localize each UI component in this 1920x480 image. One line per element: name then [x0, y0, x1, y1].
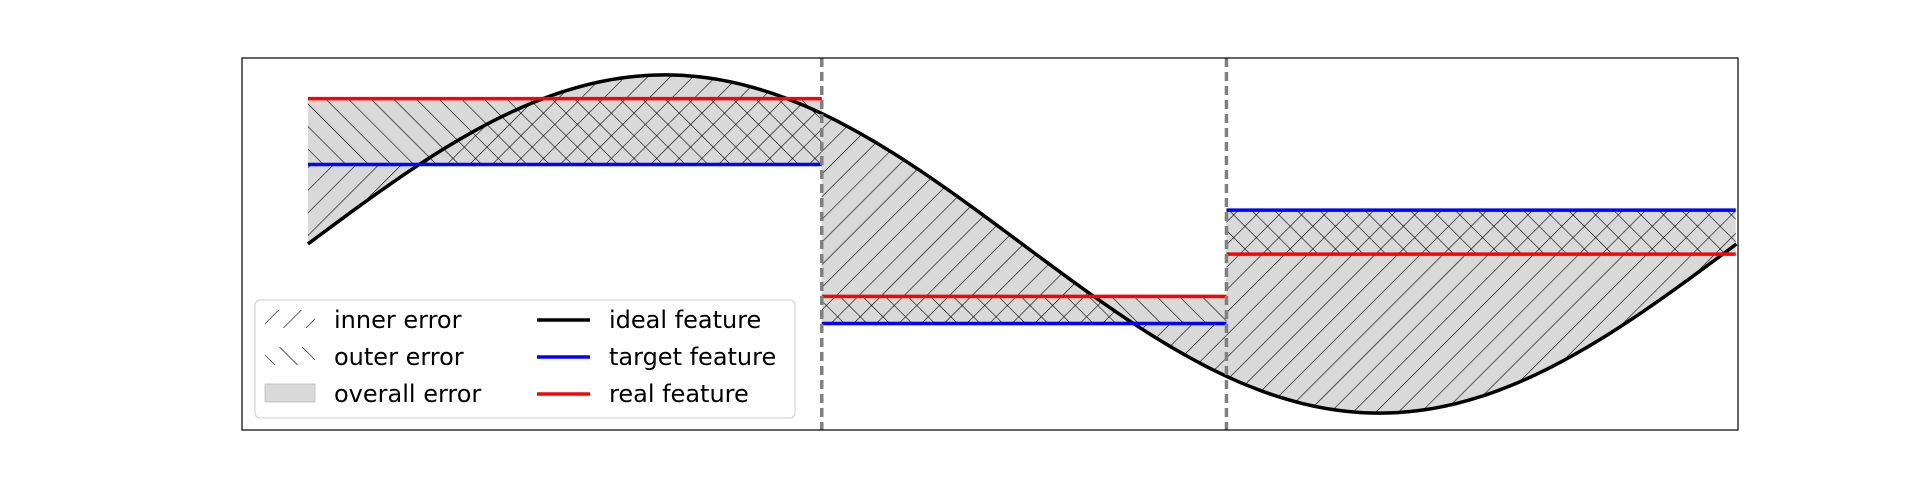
outer-error-swatch [265, 347, 315, 365]
legend-label-overall-error: overall error [334, 380, 481, 408]
error-fills [307, 74, 1736, 414]
inner-error-region [1226, 210, 1736, 414]
outer-error-region [307, 98, 822, 165]
outer-error-region [821, 296, 1227, 324]
feature-lines [306, 73, 1738, 415]
overall-error-swatch [264, 383, 316, 403]
segment-boundaries [820, 58, 1229, 430]
legend-label-inner-error: inner error [334, 306, 462, 334]
legend: inner error outer error overall error id… [254, 299, 796, 419]
legend-entry-outer-error: outer error [265, 343, 464, 371]
legend-entry-real-feature: real feature [537, 380, 749, 408]
plot-frame [241, 57, 1739, 431]
legend-label-ideal-feature: ideal feature [609, 306, 761, 334]
legend-label-target-feature: target feature [609, 343, 776, 371]
legend-label-outer-error: outer error [334, 343, 464, 371]
legend-label-real-feature: real feature [609, 380, 749, 408]
legend-entry-overall-error: overall error [264, 380, 481, 408]
legend-entry-inner-error: inner error [265, 306, 462, 334]
outer-error-region [1226, 210, 1736, 255]
legend-entry-ideal-feature: ideal feature [537, 306, 761, 334]
legend-entry-target-feature: target feature [537, 343, 776, 371]
inner-error-swatch [265, 310, 315, 328]
legend-box [254, 299, 796, 419]
